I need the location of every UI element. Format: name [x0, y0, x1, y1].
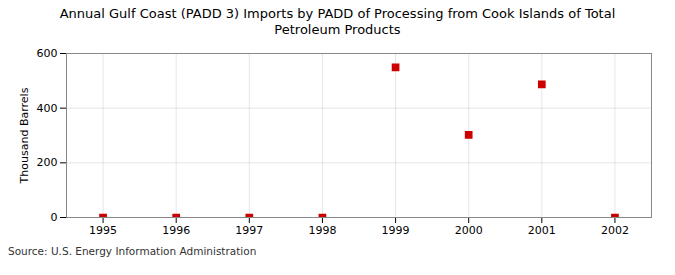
html-text:Annual Gulf Coast (PADD 3) Imp: Annual Gulf Coast (PADD 3) Imports by PA…: [59, 6, 616, 38]
svg-text:2001: 2001: [528, 224, 556, 237]
svg-text:600: 600: [37, 47, 58, 60]
svg-text:200: 200: [37, 156, 58, 169]
svg-text:1996: 1996: [162, 224, 190, 237]
svg-text:1995: 1995: [89, 224, 117, 237]
svg-text:1998: 1998: [308, 224, 336, 237]
svg-text:2002: 2002: [601, 224, 629, 237]
svg-text:400: 400: [37, 101, 58, 114]
svg-text:2000: 2000: [455, 224, 483, 237]
svg-text:1997: 1997: [235, 224, 263, 237]
svg-text:Thousand Barrels: Thousand Barrels: [18, 87, 31, 184]
svg-text:0: 0: [51, 211, 58, 224]
svg-text:1999: 1999: [382, 224, 410, 237]
html-text:Source: U.S. Energy Informatio: Source: U.S. Energy Information Administ…: [8, 244, 257, 257]
